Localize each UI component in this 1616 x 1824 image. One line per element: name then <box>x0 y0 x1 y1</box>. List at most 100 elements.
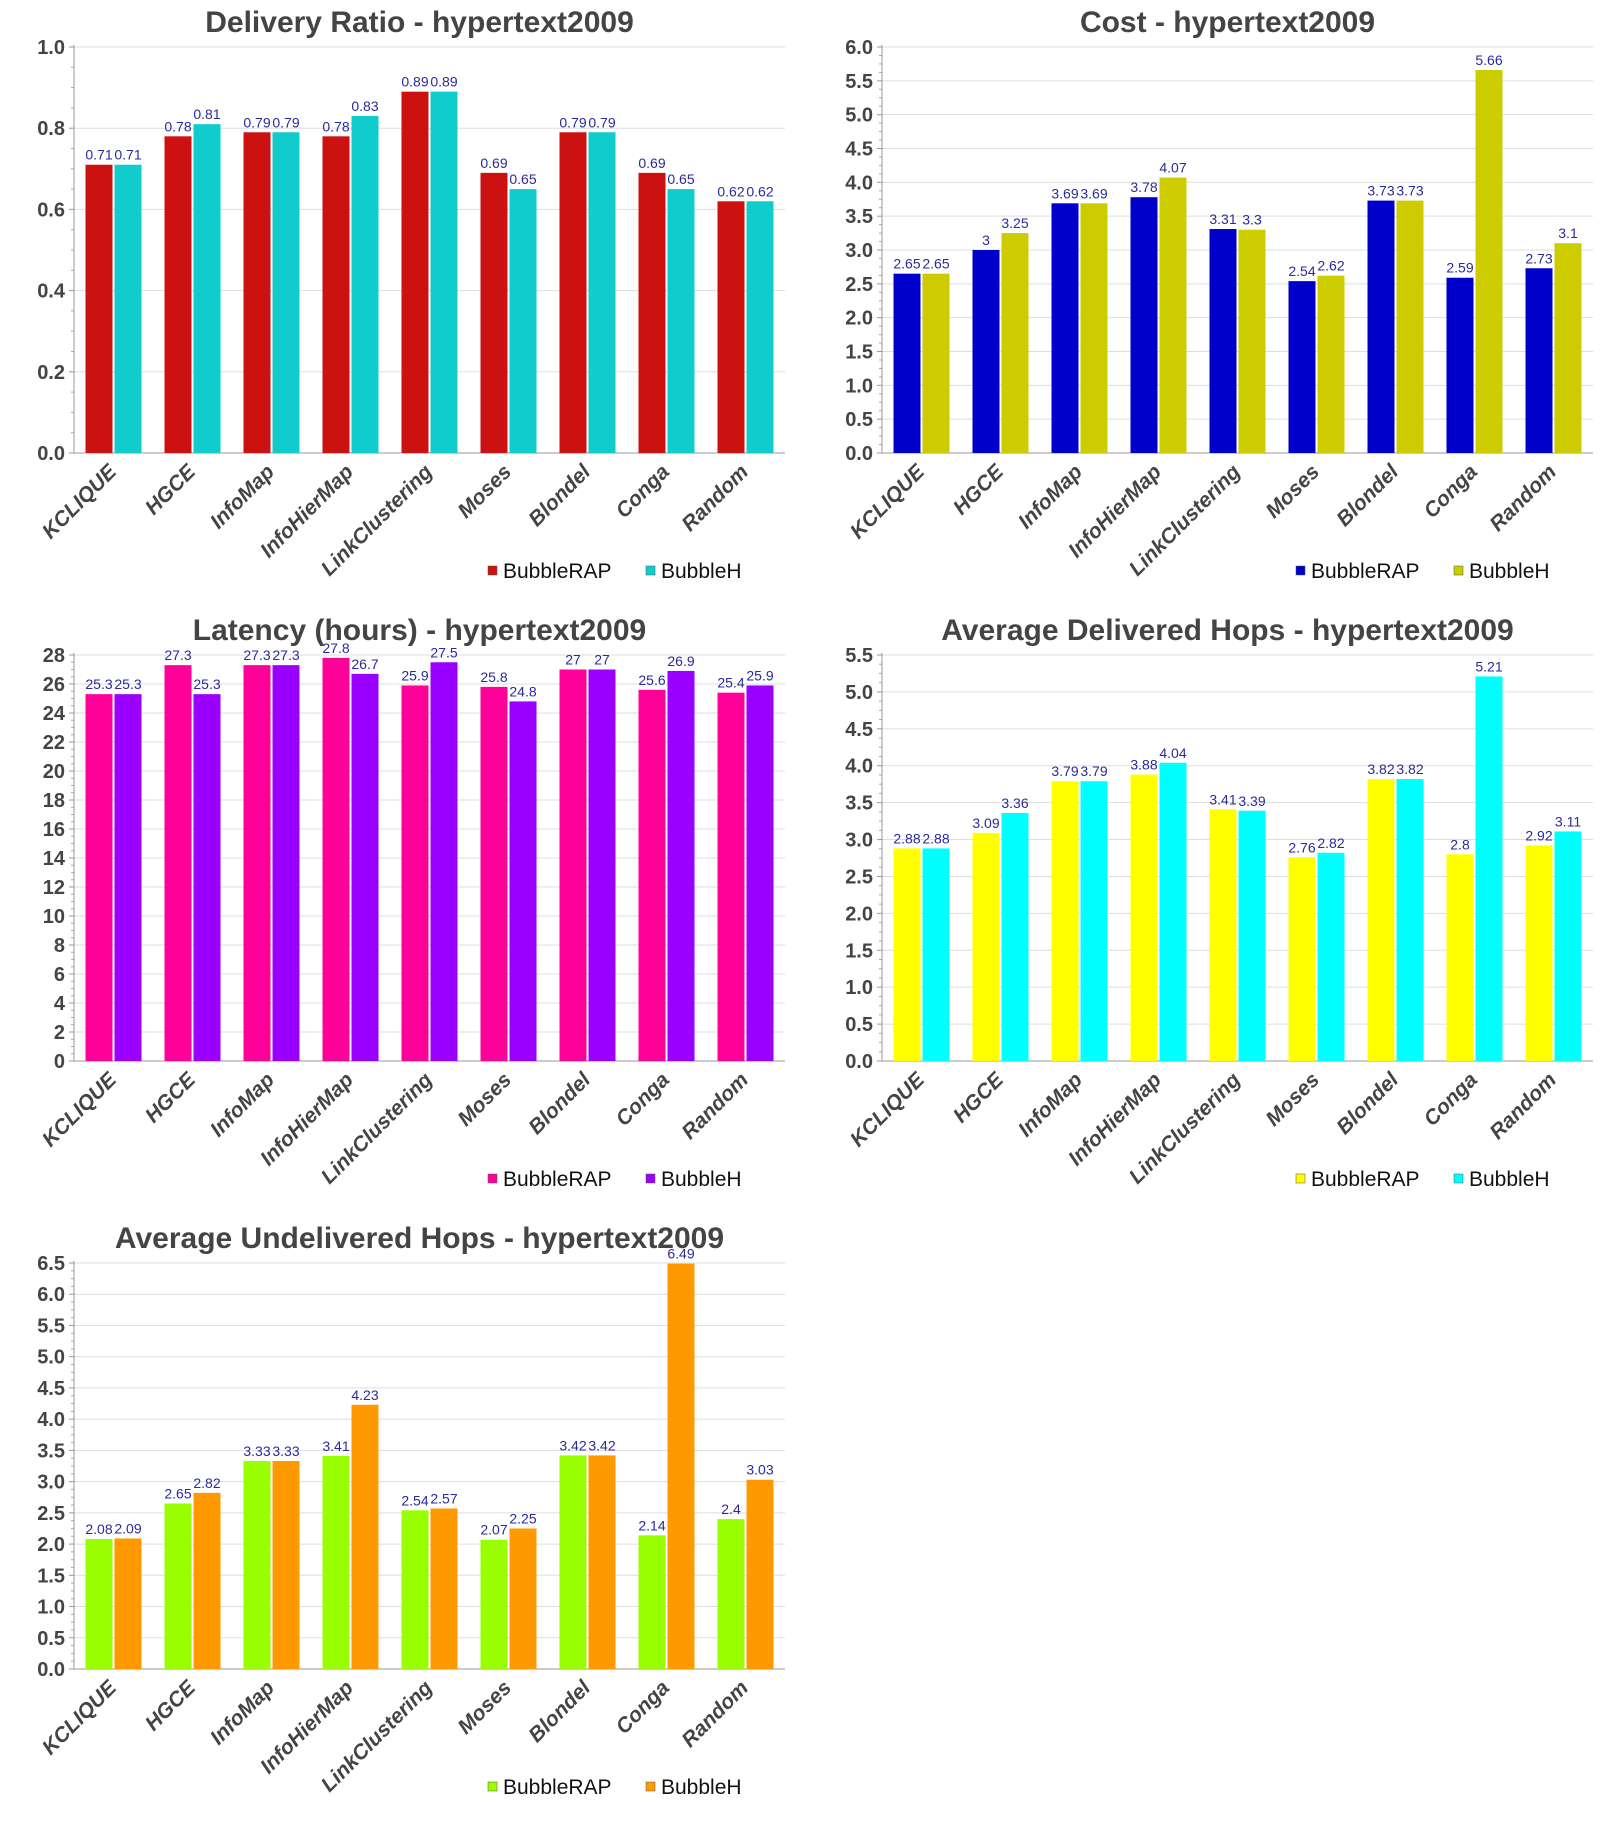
legend-label-bubblerap: BubbleRAP <box>503 560 612 583</box>
data-label: 0.81 <box>193 106 220 122</box>
bar-bubbleh-conga <box>667 670 695 1061</box>
bar-bubbleh-moses <box>1317 852 1345 1061</box>
data-label: 2.65 <box>164 1485 191 1501</box>
bar-bubbleh-moses <box>1317 275 1345 453</box>
legend-label-bubblerap: BubbleRAP <box>503 1168 612 1191</box>
x-tick-label: Random <box>677 1068 753 1144</box>
bar-bubblerap-moses <box>480 1539 508 1669</box>
y-tick-label: 3.0 <box>37 1472 65 1494</box>
data-label: 2.73 <box>1525 250 1552 266</box>
bar-bubblerap-random <box>1525 845 1553 1061</box>
data-label: 3.42 <box>588 1437 615 1453</box>
y-tick-label: 4.0 <box>845 172 873 194</box>
legend-swatch-bubbleh <box>1453 565 1464 576</box>
y-tick-label: 3.0 <box>845 830 873 852</box>
data-label: 0.71 <box>114 147 141 163</box>
data-label: 0.79 <box>559 114 586 130</box>
bar-bubbleh-random <box>1554 831 1582 1061</box>
bar-bubbleh-linkclustering <box>430 1508 458 1669</box>
x-tick-label: Moses <box>454 1676 516 1738</box>
data-label: 2.88 <box>922 830 949 846</box>
y-tick-label: 0.8 <box>37 118 65 140</box>
data-label: 27.3 <box>272 647 299 663</box>
bar-bubbleh-blondel <box>588 669 616 1061</box>
data-label: 2.14 <box>638 1517 665 1533</box>
bar-bubbleh-hgce <box>1001 812 1029 1061</box>
y-tick-label: 0.6 <box>37 199 65 221</box>
data-label: 2.07 <box>480 1522 507 1538</box>
bar-bubblerap-moses <box>1288 281 1316 453</box>
bar-bubbleh-blondel <box>588 1455 616 1669</box>
x-tick-label: Random <box>1485 460 1561 536</box>
bar-bubbleh-random <box>746 685 774 1061</box>
y-tick-label: 12 <box>43 877 65 899</box>
data-label: 2.82 <box>1317 835 1344 851</box>
data-label: 3.3 <box>1242 212 1262 228</box>
y-tick-label: 0.0 <box>37 1659 65 1681</box>
bar-bubbleh-blondel <box>588 132 616 453</box>
data-label: 3.25 <box>1001 215 1028 231</box>
y-tick-label: 18 <box>43 790 65 812</box>
y-tick-label: 22 <box>43 732 65 754</box>
y-tick-label: 5.0 <box>37 1347 65 1369</box>
data-label: 3.69 <box>1080 185 1107 201</box>
data-label: 3.69 <box>1051 185 1078 201</box>
data-label: 5.66 <box>1475 52 1502 68</box>
y-tick-label: 4.0 <box>845 756 873 778</box>
data-label: 5.21 <box>1475 658 1502 674</box>
data-label: 2.09 <box>114 1520 141 1536</box>
data-label: 25.6 <box>638 672 665 688</box>
bar-bubblerap-hgce <box>164 665 192 1061</box>
x-tick-label: Blondel <box>1332 1067 1404 1139</box>
data-label: 3.88 <box>1130 757 1157 773</box>
x-tick-label: HGCE <box>141 1068 201 1128</box>
x-tick-label: Conga <box>612 1068 675 1131</box>
y-tick-label: 0.5 <box>845 409 873 431</box>
y-tick-label: 0.0 <box>845 1051 873 1073</box>
chart-svg: Average Delivered Hops - hypertext2009 0.… <box>845 614 1593 1191</box>
x-tick-label: Blondel <box>1332 459 1404 531</box>
legend-label-bubblerap: BubbleRAP <box>1311 1168 1420 1191</box>
data-label: 4.07 <box>1159 160 1186 176</box>
chart-svg: Cost - hypertext2009 0.0 0.5 1.0 1.5 2.0 2.5 3.… <box>845 6 1593 583</box>
y-tick-label: 4.0 <box>37 1409 65 1431</box>
data-label: 25.4 <box>717 675 744 691</box>
x-tick-label: KCLIQUE <box>38 1676 122 1760</box>
y-tick-label: 3.5 <box>845 206 873 228</box>
legend-swatch-bubblerap <box>487 1173 498 1184</box>
data-label: 0.78 <box>164 118 191 134</box>
bar-bubblerap-hgce <box>972 832 1000 1061</box>
y-tick-label: 5.5 <box>37 1315 65 1337</box>
y-tick-label: 2.0 <box>845 308 873 330</box>
y-tick-label: 6.0 <box>37 1284 65 1306</box>
data-label: 0.89 <box>401 74 428 90</box>
y-tick-label: 3.5 <box>37 1440 65 1462</box>
legend-label-bubbleh: BubbleH <box>1469 560 1550 583</box>
x-tick-label: Conga <box>612 460 675 523</box>
data-label: 3.1 <box>1558 225 1578 241</box>
y-tick-label: 5.5 <box>845 645 873 667</box>
bar-bubbleh-linkclustering <box>1238 229 1266 453</box>
y-tick-label: 1.0 <box>845 977 873 999</box>
x-tick-label: InfoMap <box>206 1068 279 1141</box>
x-tick-label: InfoMap <box>1014 1068 1087 1141</box>
data-label: 3.82 <box>1367 761 1394 777</box>
x-tick-label: HGCE <box>141 460 201 520</box>
x-tick-label: Blondel <box>524 1067 596 1139</box>
data-label: 0.62 <box>717 183 744 199</box>
data-label: 3.39 <box>1238 793 1265 809</box>
bar-bubblerap-linkclustering <box>1209 809 1237 1061</box>
bar-bubblerap-infohiermap <box>322 657 350 1061</box>
y-tick-label: 4.5 <box>37 1378 65 1400</box>
y-tick-label: 0.4 <box>37 281 66 303</box>
chart-cost: Cost - hypertext2009 0.0 0.5 1.0 1.5 2.0 2.5 3.… <box>808 0 1616 608</box>
chart-title: Average Delivered Hops - hypertext2009 <box>941 614 1513 647</box>
data-label: 3.03 <box>746 1462 773 1478</box>
bar-bubbleh-hgce <box>193 694 221 1061</box>
y-tick-label: 0.2 <box>37 362 65 384</box>
y-tick-label: 6 <box>54 964 65 986</box>
bar-bubblerap-linkclustering <box>1209 229 1237 453</box>
bar-bubbleh-infomap <box>1080 781 1108 1061</box>
y-tick-label: 1.5 <box>845 940 873 962</box>
bar-bubbleh-infohiermap <box>351 1404 379 1669</box>
